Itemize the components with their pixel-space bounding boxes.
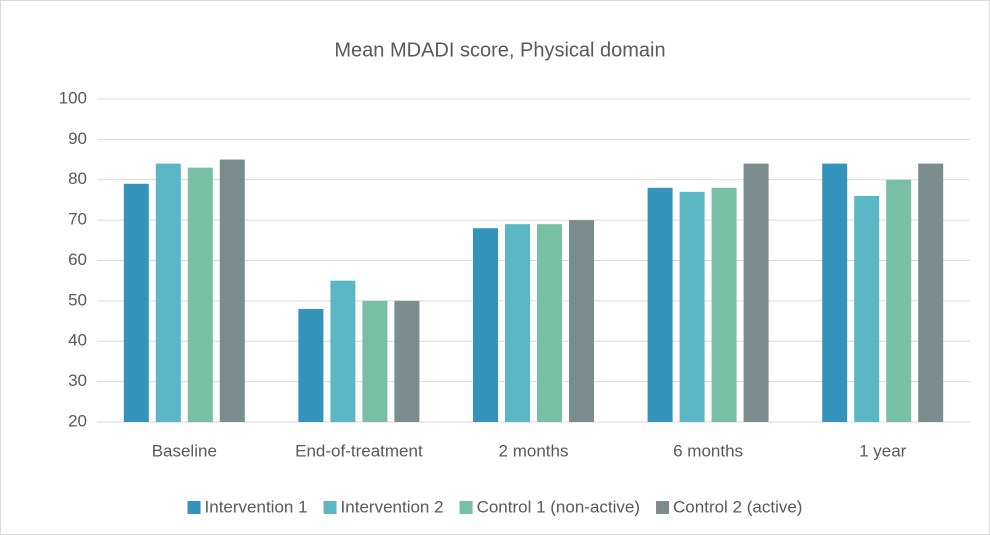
x-tick-label: End-of-treatment (295, 441, 423, 460)
y-tick-label: 90 (68, 129, 87, 148)
bar (155, 163, 181, 422)
legend-swatch (187, 501, 201, 514)
bar (187, 167, 213, 422)
legend-swatch (459, 501, 473, 514)
y-tick-label: 40 (68, 331, 87, 350)
legend-label: Intervention 2 (341, 497, 444, 516)
bar (886, 179, 912, 422)
bar (647, 187, 673, 422)
legend-swatch (323, 501, 337, 514)
legend-swatch (656, 501, 670, 514)
y-tick-label: 70 (68, 210, 87, 229)
bar (822, 163, 848, 422)
legend-label: Control 1 (non-active) (477, 497, 640, 516)
bar (537, 224, 562, 422)
bar (298, 308, 324, 422)
bar (219, 159, 245, 422)
bar (394, 300, 420, 422)
bar (711, 187, 737, 422)
bar (505, 224, 530, 422)
bar (918, 163, 944, 422)
legend-label: Control 2 (active) (673, 497, 802, 516)
bar (569, 220, 594, 422)
y-tick-label: 100 (59, 88, 87, 107)
y-tick-label: 60 (68, 250, 87, 269)
y-tick-label: 20 (68, 411, 87, 430)
x-tick-label: 1 year (859, 441, 907, 460)
bar (679, 191, 705, 422)
bar (362, 300, 388, 422)
bar (473, 228, 498, 422)
bar (123, 183, 149, 422)
legend-label: Intervention 1 (205, 497, 308, 516)
y-tick-label: 50 (68, 290, 87, 309)
chart-title: Mean MDADI score, Physical domain (334, 39, 665, 61)
x-tick-label: 2 months (499, 441, 569, 460)
bar (854, 195, 880, 422)
x-tick-label: Baseline (152, 441, 217, 460)
bar (330, 280, 356, 422)
bar (743, 163, 769, 422)
y-tick-label: 30 (68, 371, 87, 390)
x-tick-label: 6 months (673, 441, 743, 460)
y-tick-label: 80 (68, 169, 87, 188)
